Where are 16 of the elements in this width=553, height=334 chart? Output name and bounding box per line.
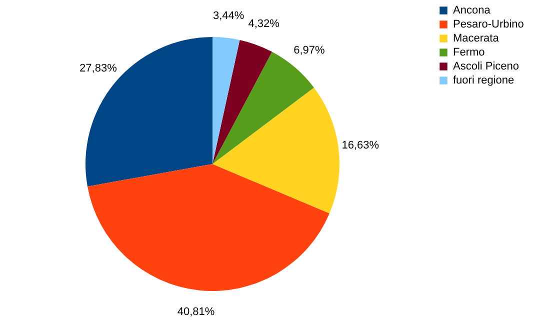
- legend-label: fuori regione: [453, 74, 514, 86]
- pie-slice: [88, 164, 330, 291]
- legend-label: Pesaro-Urbino: [453, 18, 524, 30]
- legend-label: Fermo: [453, 46, 485, 58]
- data-label: 40,81%: [177, 306, 215, 318]
- data-label: 3,44%: [212, 10, 244, 22]
- legend-label: Ancona: [453, 4, 492, 16]
- pie-slice: [212, 88, 340, 214]
- data-label: 27,83%: [80, 62, 118, 74]
- data-label: 16,63%: [342, 140, 380, 152]
- data-label: 4,32%: [248, 18, 280, 30]
- pie-slice: [212, 40, 272, 164]
- data-label: 6,97%: [294, 44, 326, 57]
- legend-label: Macerata: [453, 32, 500, 44]
- pie-slice: [212, 37, 240, 164]
- legend-label: Ascoli Piceno: [453, 60, 520, 72]
